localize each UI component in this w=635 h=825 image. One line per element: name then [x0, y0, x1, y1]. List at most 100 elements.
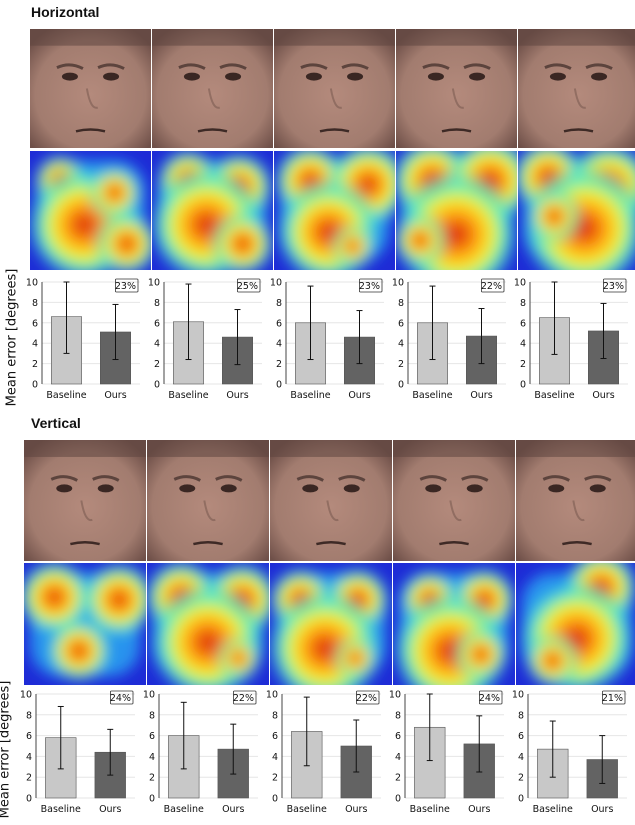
bar-chart-5: 0 2 4 6 8 10 Baseline Ours 21% — [512, 690, 627, 815]
hairline-shadow — [396, 29, 517, 46]
heatmap-row-vertical — [24, 563, 635, 685]
bar-chart-svg: 0 2 4 6 8 10 Baseline Ours 23% — [270, 278, 384, 401]
face-image — [24, 440, 146, 561]
heatmap-hotspot — [396, 213, 447, 267]
bar-chart: 0 2 4 6 8 10 Baseline Ours 24% — [16, 686, 139, 818]
face-background — [518, 29, 635, 148]
nose — [573, 88, 587, 109]
eye — [183, 72, 200, 81]
bar-chart-4: 0 2 4 6 8 10 Baseline Ours 24% — [389, 690, 504, 815]
bar-chart-svg: 0 2 4 6 8 10 Baseline Ours 21% — [512, 690, 627, 815]
x-tick-label-ours: Ours — [592, 390, 614, 401]
y-tick-label: 10 — [148, 278, 160, 289]
y-tick-label: 2 — [276, 359, 282, 370]
nose — [451, 88, 465, 109]
y-tick-label: 4 — [272, 752, 278, 763]
nose — [326, 500, 339, 522]
face-image-drawing — [393, 440, 515, 561]
y-tick-label: 8 — [32, 298, 38, 309]
hairline-shadow — [518, 29, 635, 46]
x-tick-label-ours: Ours — [99, 804, 121, 815]
x-tick-label-ours: Ours — [348, 390, 370, 401]
heatmap-image — [393, 563, 515, 685]
heatmap-image — [152, 151, 273, 270]
hairline-shadow — [270, 440, 392, 457]
eye — [220, 484, 237, 493]
y-tick-label: 6 — [398, 318, 404, 329]
annotation-box — [603, 278, 627, 293]
face-background — [147, 440, 269, 561]
face-image-drawing — [518, 29, 635, 148]
face-image — [152, 29, 273, 148]
heatmap-image — [147, 563, 269, 685]
face-background — [270, 440, 392, 561]
face-image-drawing — [30, 29, 151, 148]
y-tick-label: 2 — [149, 773, 155, 784]
y-tick-label: 2 — [32, 359, 38, 370]
y-tick-label: 2 — [154, 359, 160, 370]
nose — [449, 500, 462, 522]
eye — [469, 72, 486, 81]
y-tick-label: 4 — [518, 752, 524, 763]
nose — [329, 88, 343, 109]
bar-chart: 0 2 4 6 8 10 Baseline Ours 24% — [385, 686, 508, 818]
heatmap-image — [518, 151, 635, 270]
annotation-box — [481, 278, 505, 293]
heatmap-row-horizontal — [30, 151, 635, 270]
y-tick-label: 4 — [395, 752, 401, 763]
eye — [427, 72, 444, 81]
hairline-shadow — [393, 440, 515, 457]
mouth — [193, 540, 223, 546]
eyebrow — [296, 475, 324, 482]
bar-chart: 0 2 4 6 8 10 Baseline Ours 25% — [144, 274, 266, 404]
reduction-annotation: 22% — [356, 693, 377, 704]
heatmap-image — [24, 563, 146, 685]
heatmap-image — [396, 151, 517, 270]
eyebrow — [215, 475, 243, 482]
face-image-drawing — [516, 440, 635, 561]
eye — [179, 484, 196, 493]
y-tick-label: 6 — [32, 318, 38, 329]
bar-chart-1: 0 2 4 6 8 10 Baseline Ours 23% — [26, 278, 140, 401]
y-tick-label: 10 — [20, 690, 32, 701]
bar-chart: 0 2 4 6 8 10 Baseline Ours 22% — [388, 274, 510, 404]
y-tick-label: 8 — [154, 298, 160, 309]
reduction-annotation: 21% — [602, 693, 623, 704]
mouth — [70, 540, 100, 546]
eyebrow — [173, 475, 201, 482]
x-tick-label-baseline: Baseline — [534, 390, 574, 401]
nose — [85, 88, 99, 109]
eyebrow — [419, 475, 447, 482]
heatmap-hotspot — [454, 627, 508, 682]
mouth — [316, 540, 346, 546]
x-tick-label-baseline: Baseline — [290, 390, 330, 401]
y-axis-label-horizontal: Mean error [degrees] — [4, 268, 20, 407]
eye — [56, 484, 73, 493]
eye — [548, 484, 565, 493]
mouth — [441, 128, 472, 133]
annotation-box — [110, 690, 134, 705]
y-tick-label: 6 — [518, 731, 524, 742]
bar-chart-svg: 0 2 4 6 8 10 Baseline Ours 23% — [26, 278, 140, 401]
face-background — [516, 440, 635, 561]
heatmap-image-drawing — [274, 151, 395, 270]
reduction-annotation: 22% — [481, 281, 502, 292]
mouth — [75, 128, 106, 133]
heatmap-image-drawing — [152, 151, 273, 270]
eye — [225, 72, 242, 81]
face-image-drawing — [147, 440, 269, 561]
y-tick-label: 8 — [518, 710, 524, 721]
eyebrow — [300, 63, 328, 70]
chart-row-horizontal: 0 2 4 6 8 10 Baseline Ours 23% 0 2 4 6 8 10 Baseline Our… — [22, 274, 632, 404]
y-tick-label: 8 — [149, 710, 155, 721]
eyebrow — [178, 63, 206, 70]
eyebrow — [56, 63, 84, 70]
bar-chart: 0 2 4 6 8 10 Baseline Ours 21% — [508, 686, 631, 818]
eye — [549, 72, 566, 81]
y-tick-label: 0 — [154, 380, 160, 391]
face-row-vertical — [24, 440, 635, 561]
hairline-shadow — [147, 440, 269, 457]
x-tick-label-baseline: Baseline — [412, 390, 452, 401]
eyebrow — [219, 63, 247, 70]
y-tick-label: 10 — [26, 278, 38, 289]
